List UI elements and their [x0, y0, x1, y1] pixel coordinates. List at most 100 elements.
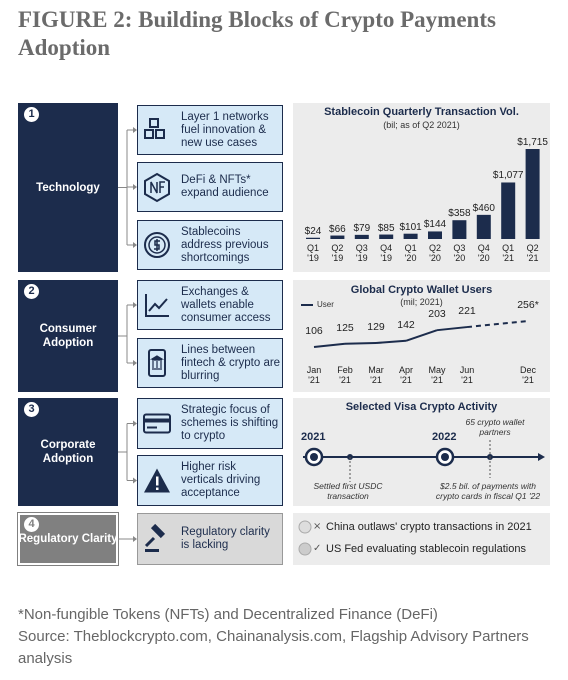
x-tick-label: May '21: [428, 365, 446, 385]
value-label: $460: [472, 202, 495, 214]
bar: [428, 231, 442, 239]
value-label: $1,715: [517, 137, 548, 148]
x-tick-label: Apr '21: [398, 365, 413, 385]
x-tick-label: Q1 '19: [306, 243, 319, 263]
timeline-arrow: [538, 453, 545, 461]
value-label: 203: [428, 308, 446, 321]
bar: [501, 182, 516, 239]
item-text: DeFi & NFTs* expand audience: [181, 174, 269, 199]
section-label: Corporate Adoption: [40, 439, 96, 465]
item-box: [137, 513, 283, 565]
arrowhead: [133, 184, 137, 190]
x-tick-label: Feb '21: [337, 365, 353, 385]
legend-label: User: [317, 300, 334, 309]
panel: [293, 398, 550, 506]
arrowhead: [133, 360, 137, 366]
x-tick-label: Q1 '20: [404, 243, 417, 263]
value-label: 142: [397, 318, 415, 331]
x-tick-label: Q3 '19: [355, 243, 368, 263]
item-icon: [145, 294, 169, 317]
x-tick-label: Q2 '19: [331, 243, 344, 263]
arrowhead: [133, 242, 137, 248]
item-box: [137, 398, 283, 449]
item-box: [137, 220, 283, 270]
bar: [379, 234, 394, 239]
bar: [403, 233, 418, 239]
section-label-box: [17, 512, 119, 566]
arrowhead: [133, 302, 137, 308]
item-text: Exchanges & wallets enable consumer acce…: [181, 285, 271, 324]
value-label: $24: [304, 225, 322, 237]
item-icon: [144, 172, 170, 203]
item-text: Stablecoins address previous shortcoming…: [181, 225, 269, 264]
section-label: Regulatory Clarity: [18, 533, 118, 545]
section-number: 2: [22, 282, 41, 301]
section-label: Technology: [36, 181, 100, 194]
item-text: Layer 1 networks fuel innovation & new u…: [181, 110, 269, 149]
x-tick-label: Q3 '20: [453, 243, 466, 263]
reg-text: US Fed evaluating stablecoin regulations: [326, 543, 526, 555]
timeline-note: 65 crypto wallet partners: [465, 417, 525, 437]
item-box: [137, 105, 283, 155]
x-tick-label: Dec '21: [519, 365, 536, 385]
item-icon: [144, 118, 165, 139]
arrowhead: [133, 127, 137, 133]
arrowhead: [133, 420, 137, 427]
value-label: $1,077: [492, 170, 524, 182]
line-segment: [313, 342, 346, 348]
value-label: 125: [336, 321, 354, 334]
value-label: $85: [377, 222, 395, 234]
reg-text: China outlaws' crypto transactions in 20…: [326, 521, 532, 533]
x-tick-label: Q2 '20: [428, 243, 441, 263]
value-label: 256*: [517, 299, 539, 311]
bar: [306, 237, 320, 239]
x-tick-label: Q4 '20: [477, 243, 490, 263]
x-tick-label: Q4 '19: [380, 243, 393, 263]
item-text: Strategic focus of schemes is shifting t…: [181, 404, 279, 442]
timeline-node: [441, 453, 449, 461]
section-label-box: [18, 103, 118, 272]
line-segment: [375, 339, 407, 345]
line-segment: [436, 326, 468, 332]
section-number: 1: [22, 105, 41, 124]
item-text: Higher risk verticals driving acceptance: [181, 461, 261, 499]
line-segment: [466, 320, 529, 329]
arrowhead: [133, 536, 137, 542]
item-icon: [143, 413, 171, 434]
footnote: *Non-fungible Tokens (NFTs) and Decentra…: [18, 606, 438, 623]
timeline-event: $2.5 bil. of payments with crypto cards …: [435, 481, 541, 501]
bar: [476, 214, 491, 239]
reg-marker: ✓: [313, 543, 322, 554]
item-text: Regulatory clarity is lacking: [181, 526, 270, 551]
line-segment: [344, 342, 377, 345]
timeline-event: Settled first USDC transaction: [313, 481, 383, 501]
section-number: 3: [22, 400, 41, 419]
x-tick-label: Jun '21: [459, 365, 475, 385]
value-label: $144: [423, 219, 447, 231]
timeline-node: [310, 453, 318, 461]
item-icon: [144, 468, 170, 493]
reg-icon: [298, 542, 312, 556]
item-icon: [144, 523, 166, 552]
chart-title: Stablecoin Quarterly Transaction Vol.: [324, 106, 519, 118]
chart-subtitle: (mil; 2021): [400, 297, 443, 307]
reg-marker: ×: [313, 521, 322, 532]
x-tick-label: Q1 '21: [502, 243, 515, 263]
item-text: Lines between fintech & crypto are blurr…: [181, 343, 281, 382]
arrowhead: [133, 477, 137, 484]
section-label: Consumer Adoption: [39, 323, 97, 349]
value-label: $358: [448, 208, 471, 220]
value-label: 221: [458, 305, 476, 318]
value-label: $66: [329, 223, 346, 235]
bar: [330, 235, 345, 239]
value-label: $79: [353, 222, 371, 234]
x-tick-label: Jan '21: [306, 365, 322, 385]
title: FIGURE 2: Building Blocks of Crypto Paym…: [18, 7, 496, 60]
item-icon: [144, 232, 170, 258]
chart-subtitle: (bil; as of Q2 2021): [383, 120, 460, 130]
value-label: 106: [305, 325, 323, 337]
value-label: 129: [367, 321, 385, 333]
timeline-title: Selected Visa Crypto Activity: [345, 401, 498, 413]
